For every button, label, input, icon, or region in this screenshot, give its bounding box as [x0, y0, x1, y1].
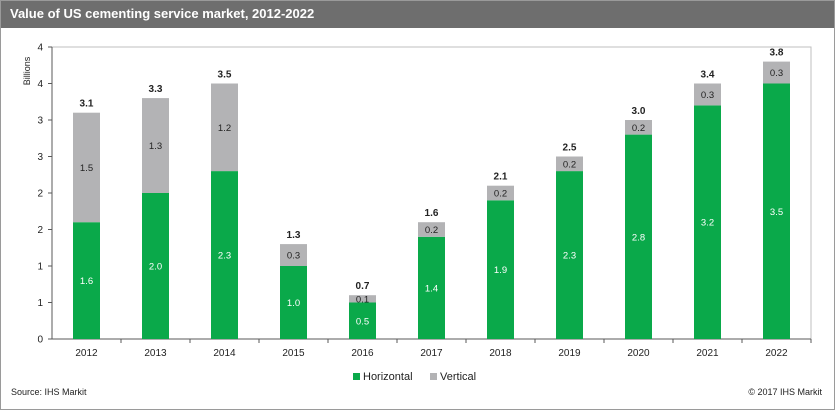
x-tick-label: 2019 — [558, 348, 581, 359]
bar-label-horizontal: 0.5 — [356, 316, 369, 327]
bar-label-horizontal: 1.6 — [80, 276, 93, 287]
bar-total-label: 3.4 — [701, 70, 715, 81]
bar-label-vertical: 1.3 — [149, 141, 162, 152]
bar-label-vertical: 0.3 — [770, 68, 783, 79]
x-tick-label: 2015 — [282, 348, 305, 359]
x-tick-label: 2018 — [489, 348, 512, 359]
bar-horizontal — [763, 83, 790, 339]
y-tick-label: 4 — [37, 43, 43, 54]
bar-label-horizontal: 2.8 — [632, 232, 645, 243]
y-tick-label: 2 — [37, 225, 43, 236]
bar-label-vertical: 0.1 — [356, 294, 369, 305]
y-tick-label: 1 — [37, 298, 43, 309]
bar-total-label: 2.5 — [563, 143, 577, 154]
y-tick-label: 0 — [37, 335, 43, 346]
x-tick-label: 2020 — [627, 348, 650, 359]
bar-horizontal — [418, 236, 445, 339]
y-tick-label: 3 — [37, 152, 43, 163]
bar-label-vertical: 1.2 — [218, 123, 231, 134]
legend-label-vertical: Vertical — [440, 371, 476, 383]
bar-vertical — [556, 156, 583, 172]
bar-label-vertical: 0.3 — [701, 90, 714, 101]
bar-vertical — [211, 83, 238, 172]
bar-total-label: 1.3 — [287, 230, 301, 241]
bar-horizontal — [73, 222, 100, 339]
legend-swatch-vertical — [430, 373, 437, 380]
bar-label-vertical: 0.2 — [494, 189, 507, 200]
bar-horizontal — [487, 200, 514, 339]
bar-vertical — [349, 295, 376, 303]
bar-label-vertical: 0.2 — [425, 225, 438, 236]
bar-label-horizontal: 2.3 — [218, 251, 231, 262]
bar-label-horizontal: 1.9 — [494, 265, 507, 276]
bar-vertical — [142, 98, 169, 193]
bar-vertical — [73, 112, 100, 223]
bar-horizontal — [142, 193, 169, 339]
bar-label-horizontal: 1.4 — [425, 283, 438, 294]
bar-total-label: 3.5 — [218, 70, 232, 81]
y-tick-label: 1 — [37, 262, 43, 273]
bar-total-label: 0.7 — [356, 281, 370, 292]
bar-total-label: 2.1 — [494, 172, 508, 183]
bar-label-horizontal: 2.3 — [563, 251, 576, 262]
x-tick-label: 2017 — [420, 348, 443, 359]
bar-label-vertical: 0.2 — [632, 123, 645, 134]
bar-total-label: 3.8 — [770, 48, 784, 59]
bar-horizontal — [280, 266, 307, 339]
x-tick-label: 2022 — [765, 348, 788, 359]
bar-vertical — [694, 83, 721, 106]
bar-label-horizontal: 2.0 — [149, 262, 162, 273]
bar-vertical — [763, 61, 790, 84]
y-tick-label: 4 — [37, 79, 43, 90]
bar-label-horizontal: 3.2 — [701, 218, 714, 229]
bar-horizontal — [211, 171, 238, 339]
y-axis-label: Billions — [22, 56, 32, 85]
bar-label-horizontal: 3.5 — [770, 207, 783, 218]
x-tick-label: 2021 — [696, 348, 719, 359]
x-tick-label: 2012 — [75, 348, 98, 359]
chart-title: Value of US cementing service market, 20… — [10, 6, 315, 21]
bar-label-vertical: 0.2 — [563, 159, 576, 170]
x-tick-label: 2014 — [213, 348, 236, 359]
title-bar: Value of US cementing service market, 20… — [1, 1, 834, 28]
legend-swatch-horizontal — [353, 373, 360, 380]
copyright-note: © 2017 IHS Markit — [748, 387, 822, 397]
bar-vertical — [418, 222, 445, 237]
x-tick-label: 2013 — [144, 348, 167, 359]
y-tick-label: 3 — [37, 116, 43, 127]
bar-horizontal — [694, 105, 721, 340]
bar-vertical — [280, 244, 307, 266]
y-tick-label: 2 — [37, 189, 43, 200]
source-note: Source: IHS Markit — [11, 387, 87, 397]
bar-vertical — [487, 185, 514, 201]
legend-label-horizontal: Horizontal — [363, 371, 413, 383]
bar-total-label: 3.0 — [632, 106, 646, 117]
bar-vertical — [625, 120, 652, 135]
bar-label-vertical: 1.5 — [80, 163, 93, 174]
bar-horizontal — [625, 134, 652, 339]
x-tick-label: 2016 — [351, 348, 374, 359]
bar-total-label: 1.6 — [425, 208, 439, 219]
bar-horizontal — [349, 302, 376, 339]
bar-total-label: 3.3 — [149, 84, 163, 95]
bar-label-vertical: 0.3 — [287, 251, 300, 262]
bar-horizontal — [556, 171, 583, 339]
bar-total-label: 3.1 — [80, 99, 94, 110]
bar-label-horizontal: 1.0 — [287, 298, 300, 309]
